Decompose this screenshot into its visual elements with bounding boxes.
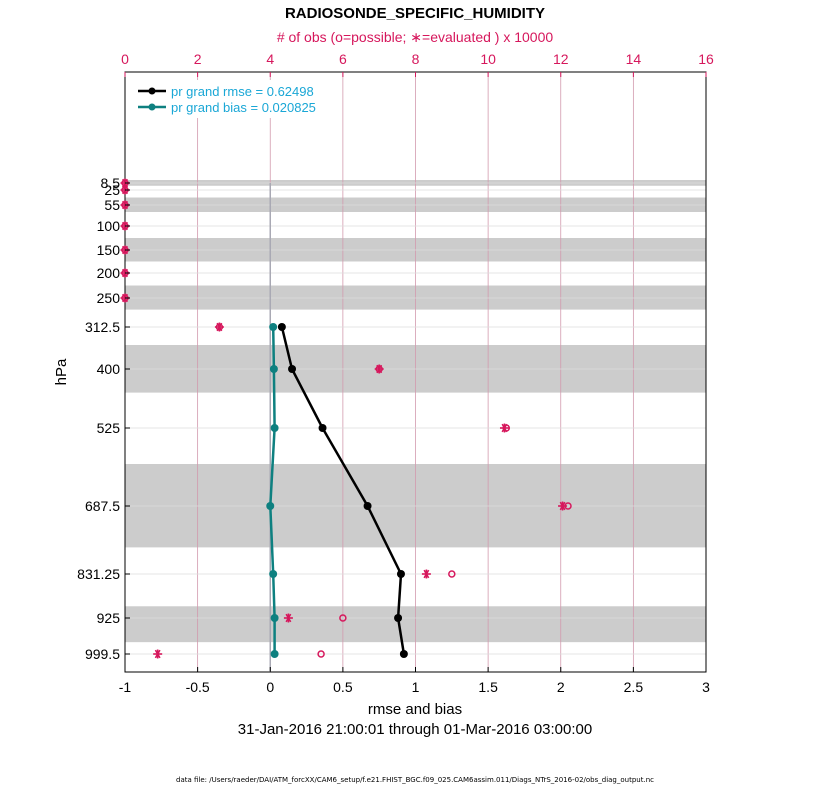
legend-rmse-marker — [148, 87, 156, 95]
y-tick-label: 55 — [104, 197, 120, 213]
bias-point — [266, 502, 275, 510]
x-tick-label: 0.5 — [333, 679, 353, 695]
series-layer — [266, 323, 408, 658]
top-tick-label: 16 — [698, 51, 714, 67]
obs-possible-marker — [317, 650, 325, 658]
x-tick-label: 2 — [557, 679, 565, 695]
x-tick-label: 2.5 — [624, 679, 644, 695]
rmse-point — [363, 502, 372, 510]
rmse-point — [399, 650, 408, 658]
top-tick-label: 8 — [412, 51, 420, 67]
chart-title: RADIOSONDE_SPECIFIC_HUMIDITY — [285, 5, 545, 22]
top-axis-label: # of obs (o=possible; ∗=evaluated ) x 10… — [277, 29, 554, 45]
y-tick-label: 525 — [97, 420, 121, 436]
bias-point — [270, 614, 279, 622]
y-tick-label: 400 — [97, 361, 121, 377]
obs-evaluated-marker — [499, 423, 509, 433]
y-tick-label: 150 — [97, 242, 121, 258]
rmse-point — [318, 424, 327, 432]
rmse-point — [277, 323, 286, 331]
y-tick-label: 999.5 — [85, 646, 120, 662]
legend-rmse-label: pr grand rmse = 0.62498 — [171, 84, 314, 99]
obs-counts-layer — [120, 178, 572, 659]
obs-evaluated-marker — [374, 364, 384, 374]
legend-bias-marker — [148, 103, 156, 111]
top-tick-label: 12 — [553, 51, 569, 67]
bias-point — [269, 323, 278, 331]
top-tick-label: 14 — [626, 51, 642, 67]
obs-evaluated-marker — [558, 501, 568, 511]
rmse-point — [396, 570, 405, 578]
rmse-point — [394, 614, 403, 622]
obs-evaluated-marker — [153, 649, 163, 659]
x-axis-label: rmse and bias — [368, 701, 462, 718]
x-tick-label: 1.5 — [478, 679, 498, 695]
bias-point — [269, 570, 278, 578]
y-tick-label: 25 — [104, 182, 120, 198]
x-tick-label: -1 — [119, 679, 132, 695]
top-tick-label: 10 — [480, 51, 496, 67]
y-tick-label: 925 — [97, 610, 121, 626]
y-tick-label: 687.5 — [85, 498, 120, 514]
x-tick-label: 0 — [266, 679, 274, 695]
y-tick-label: 250 — [97, 290, 121, 306]
date-range: 31-Jan-2016 21:00:01 through 01-Mar-2016… — [238, 721, 592, 738]
bias-point — [270, 424, 279, 432]
y-tick-label: 831.25 — [77, 566, 120, 582]
y-tick-label: 200 — [97, 265, 121, 281]
y-tick-label: 8.5 — [101, 175, 121, 191]
footer-data-file: data file: /Users/raeder/DAI/ATM_forcXX/… — [176, 776, 654, 784]
obs-possible-marker — [448, 570, 456, 578]
top-tick-label: 4 — [266, 51, 274, 67]
obs-evaluated-marker — [214, 322, 224, 332]
bias-point — [270, 650, 279, 658]
obs-possible-marker — [339, 614, 347, 622]
legend-bias-label: pr grand bias = 0.020825 — [171, 100, 316, 115]
y-tick-label: 100 — [97, 218, 121, 234]
y-tick-label: 312.5 — [85, 319, 120, 335]
x-tick-label: 1 — [412, 679, 420, 695]
top-tick-label: 2 — [194, 51, 202, 67]
bias-point — [269, 365, 278, 373]
y-axis-label: hPa — [53, 358, 70, 385]
top-tick-label: 0 — [121, 51, 129, 67]
rmse-point — [288, 365, 297, 373]
x-tick-label: 3 — [702, 679, 710, 695]
legend: pr grand rmse = 0.62498 pr grand bias = … — [132, 80, 336, 118]
obs-evaluated-marker — [421, 569, 431, 579]
obs-evaluated-marker — [283, 613, 293, 623]
x-tick-label: -0.5 — [186, 679, 210, 695]
top-tick-label: 6 — [339, 51, 347, 67]
legend-box — [132, 80, 336, 118]
